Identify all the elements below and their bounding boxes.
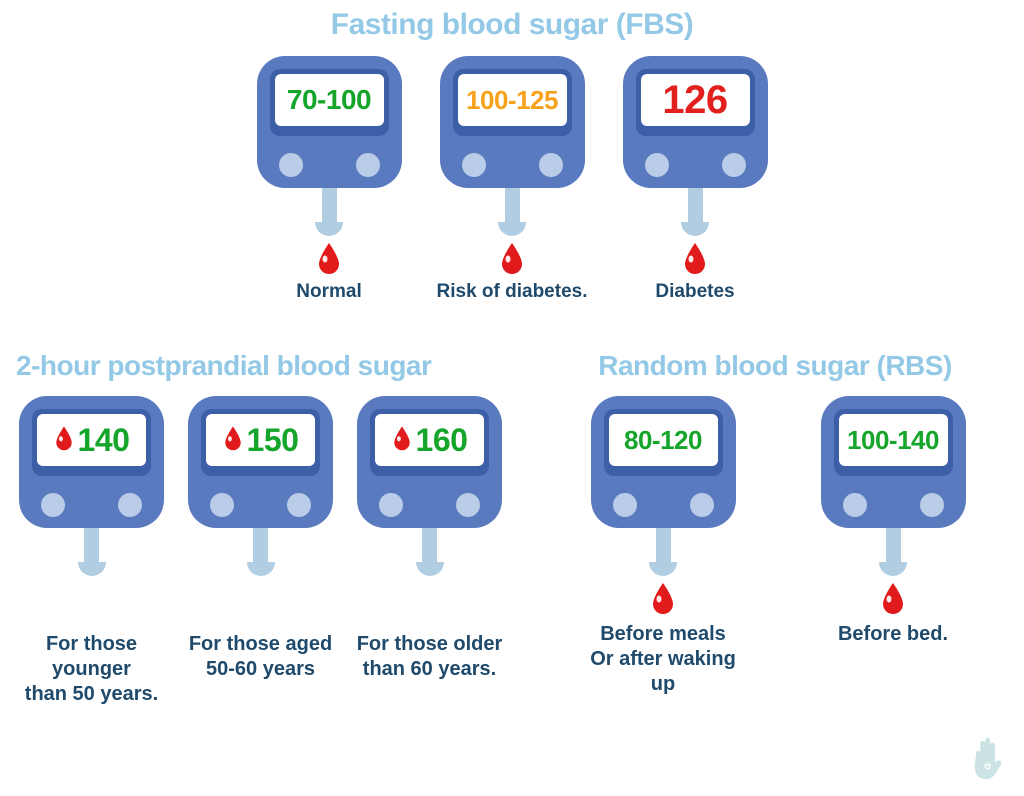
meter-reading: 140 — [78, 422, 130, 459]
glucometer-icon: 150 — [188, 396, 333, 576]
watermark-hand-icon — [960, 732, 1012, 784]
rbs-section: Random blood sugar (RBS) 80-120 Before m… — [540, 350, 1010, 697]
fbs-title: Fasting blood sugar (FBS) — [0, 8, 1024, 42]
meter-item: 126 Diabetes — [618, 56, 773, 304]
glucometer-icon: 160 — [357, 396, 502, 576]
blood-drop-icon — [880, 582, 906, 614]
blood-drop-icon — [223, 425, 243, 456]
blood-drop-icon — [54, 425, 74, 456]
meter-reading: 100-125 — [466, 85, 558, 116]
blood-drop-icon — [392, 425, 412, 456]
meter-caption: For those olderthan 60 years. — [357, 632, 503, 682]
blood-drop-icon — [682, 242, 708, 274]
meter-reading: 160 — [416, 422, 468, 459]
postprandial-title: 2-hour postprandial blood sugar — [8, 350, 528, 382]
meter-reading: 150 — [247, 422, 299, 459]
meter-item: 100-140 Before bed. — [808, 396, 978, 697]
postprandial-row: 140 For those youngerthan 50 years. 150 … — [8, 396, 528, 707]
blood-drop-icon — [650, 582, 676, 614]
meter-item: 100-125 Risk of diabetes. — [435, 56, 590, 304]
glucometer-icon: 70-100 — [257, 56, 402, 236]
meter-caption: For those aged50-60 years — [189, 632, 332, 682]
fbs-row: 70-100 Normal 100-125 Risk of diabetes. … — [0, 56, 1024, 304]
meter-item: 150 For those aged50-60 years — [183, 396, 338, 707]
glucometer-icon: 140 — [19, 396, 164, 576]
meter-item: 140 For those youngerthan 50 years. — [14, 396, 169, 707]
meter-reading: 80-120 — [624, 425, 702, 456]
meter-item: 160 For those olderthan 60 years. — [352, 396, 507, 707]
fbs-section: Fasting blood sugar (FBS) 70-100 Normal … — [0, 8, 1024, 304]
meter-caption: Risk of diabetes. — [437, 280, 588, 304]
glucometer-icon: 80-120 — [591, 396, 736, 576]
meter-caption: Diabetes — [655, 280, 734, 304]
meter-item: 80-120 Before mealsOr after waking up — [578, 396, 748, 697]
meter-caption: For those youngerthan 50 years. — [14, 632, 169, 707]
meter-reading: 70-100 — [287, 84, 371, 116]
meter-reading: 126 — [662, 78, 727, 123]
rbs-title: Random blood sugar (RBS) — [540, 350, 1010, 382]
meter-reading: 100-140 — [847, 425, 939, 456]
rbs-row: 80-120 Before mealsOr after waking up 10… — [540, 396, 1010, 697]
meter-caption: Before bed. — [838, 622, 948, 647]
meter-caption: Before mealsOr after waking up — [578, 622, 748, 697]
glucometer-icon: 100-140 — [821, 396, 966, 576]
blood-drop-icon — [499, 242, 525, 274]
meter-caption: Normal — [296, 280, 361, 304]
meter-item: 70-100 Normal — [252, 56, 407, 304]
glucometer-icon: 100-125 — [440, 56, 585, 236]
blood-drop-icon — [316, 242, 342, 274]
glucometer-icon: 126 — [623, 56, 768, 236]
postprandial-section: 2-hour postprandial blood sugar 140 For … — [8, 350, 528, 707]
